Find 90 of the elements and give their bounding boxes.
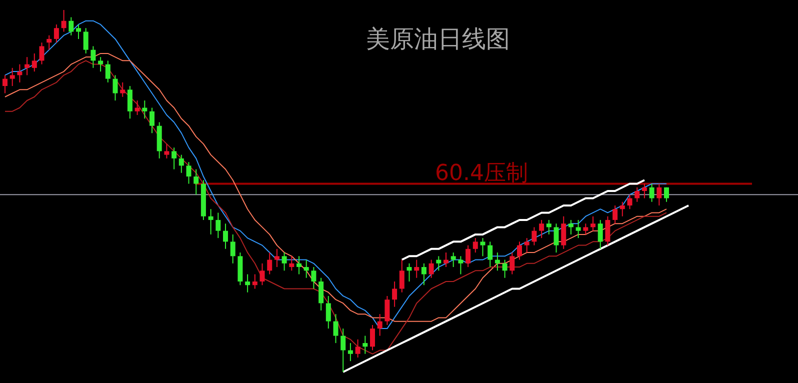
candlestick	[112, 74, 118, 101]
candlestick	[392, 281, 398, 308]
candlestick	[598, 219, 603, 250]
text: 美原油日线图	[366, 25, 510, 53]
candlestick	[568, 219, 574, 235]
candlestick	[634, 186, 640, 202]
candlestick	[583, 223, 588, 235]
candlestick	[326, 295, 331, 330]
candlestick	[414, 259, 420, 278]
candlestick	[311, 266, 316, 290]
candlestick	[406, 262, 412, 282]
candlestick	[245, 274, 250, 293]
candlestick	[517, 241, 522, 260]
candlestick	[296, 256, 302, 275]
candlestick	[186, 162, 192, 184]
candlestick	[488, 241, 493, 268]
candlestick	[164, 143, 170, 159]
candlestick	[444, 252, 448, 268]
candlestick	[510, 252, 515, 275]
candlestick	[664, 186, 669, 202]
candlestick	[105, 60, 110, 83]
candlestick	[348, 342, 353, 362]
candlestick	[576, 219, 581, 239]
candlestick	[620, 201, 625, 217]
candlestick	[642, 183, 647, 199]
candlestick	[458, 256, 464, 275]
candlestick	[539, 219, 544, 239]
candlestick	[289, 256, 294, 272]
candlestick	[370, 324, 375, 351]
candlestick	[450, 252, 456, 268]
candlestick	[39, 42, 44, 65]
candlestick	[54, 24, 59, 44]
candlestick	[46, 34, 52, 50]
candlestick	[172, 147, 177, 170]
candlestick	[223, 223, 228, 250]
candlestick	[120, 82, 126, 98]
candlestick	[260, 262, 265, 286]
candlestick	[561, 216, 566, 250]
candlestick	[2, 74, 8, 94]
candlestick	[230, 234, 236, 264]
candlestick	[282, 252, 287, 272]
candlestick	[524, 238, 530, 254]
candlestick	[355, 338, 360, 358]
candlestick	[68, 16, 74, 36]
candlestick	[546, 219, 552, 235]
candlestick	[194, 168, 199, 196]
candlestick	[252, 274, 258, 290]
candlestick	[480, 238, 486, 257]
candlestick	[377, 314, 382, 336]
candlestick	[61, 10, 66, 32]
candlestick	[532, 226, 537, 246]
candlestick	[333, 314, 338, 344]
candlestick	[612, 204, 618, 224]
candlestick	[216, 212, 221, 239]
candlestick	[76, 24, 81, 40]
candlestick	[24, 56, 30, 76]
candlestick	[627, 194, 632, 210]
candlestick	[554, 223, 559, 254]
candlestick	[362, 335, 368, 354]
candlestick	[421, 262, 426, 286]
candlestick	[384, 295, 390, 326]
candlestick	[494, 252, 500, 272]
candlestick	[127, 86, 132, 120]
candlestick	[304, 259, 309, 278]
candlestick	[318, 277, 324, 311]
candlestick	[656, 183, 662, 206]
candlestick	[649, 183, 654, 202]
candlestick	[178, 154, 184, 174]
candlestick	[134, 100, 140, 116]
candlestick	[142, 100, 148, 120]
candlestick	[10, 67, 15, 87]
candlestick	[590, 216, 596, 232]
candlestick	[150, 107, 154, 134]
candlestick	[502, 259, 508, 278]
candlestick	[98, 56, 104, 72]
candlestick	[32, 52, 37, 72]
candlestick	[340, 328, 346, 372]
candlestick	[466, 244, 471, 268]
candlestick	[399, 259, 404, 293]
candlestick	[267, 252, 272, 275]
candlestick	[208, 208, 214, 235]
ref-line-label: 60.4压制	[435, 160, 528, 186]
candlestick	[605, 216, 610, 246]
candlestick	[436, 256, 442, 272]
candlestick	[428, 259, 434, 278]
candlestick	[472, 238, 478, 254]
candlestick	[17, 64, 22, 83]
candlestick	[83, 28, 88, 54]
candlestick	[274, 248, 280, 268]
candlestick	[90, 46, 96, 68]
